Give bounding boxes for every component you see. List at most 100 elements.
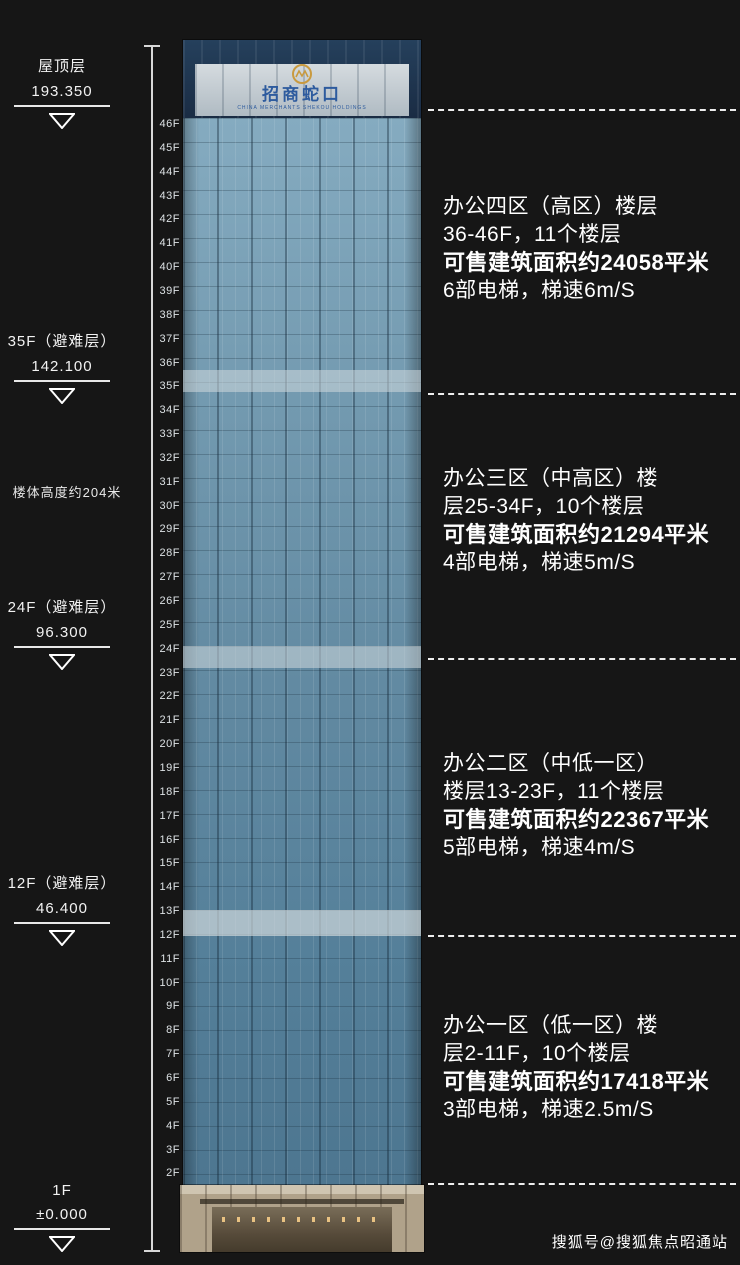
- floor-label: 24F: [159, 642, 180, 655]
- floor-label: 30F: [159, 499, 180, 512]
- floor-label: 6F: [166, 1072, 180, 1084]
- zone-line: 楼层13-23F，11个楼层: [443, 780, 665, 803]
- zone-divider-line: [428, 658, 736, 660]
- floor-label: 5F: [166, 1095, 180, 1108]
- floor-label: 14F: [159, 881, 180, 894]
- zone-line: 层25-34F，10个楼层: [443, 495, 645, 518]
- refuge-floor-band-24f: [183, 646, 421, 668]
- floor-label: 16F: [159, 833, 180, 846]
- floor-label: 3F: [166, 1143, 180, 1156]
- floor-label: 42F: [159, 213, 180, 226]
- zone-elevator-line: 6部电梯，梯速6m/S: [443, 279, 636, 302]
- down-arrow-icon: [49, 113, 75, 129]
- logo-text: 招商蛇口: [262, 85, 342, 104]
- zone-line: 办公一区（低一区）楼: [443, 1014, 658, 1037]
- marker-underline: [14, 646, 110, 648]
- down-arrow-icon: [49, 654, 75, 670]
- floor-label: 20F: [159, 738, 180, 751]
- zone-description-mid-high: 办公三区（中高区）楼 层25-34F，10个楼层 可售建筑面积约21294平米 …: [443, 465, 739, 577]
- floor-label: 44F: [159, 165, 180, 178]
- building-entrance: [212, 1207, 392, 1252]
- down-arrow-icon: [49, 1236, 75, 1252]
- floor-label: 31F: [159, 475, 180, 488]
- floor-label: 28F: [159, 547, 180, 560]
- marker-underline: [14, 922, 110, 924]
- marker-label: 24F（避难层）: [7, 599, 117, 616]
- floor-label: 8F: [166, 1024, 180, 1037]
- floor-label: 17F: [159, 809, 180, 822]
- floor-label: 19F: [159, 761, 180, 774]
- floor-label: 22F: [159, 690, 180, 703]
- marker-roof: 屋顶层 193.350: [0, 55, 124, 129]
- zone-line: 办公二区（中低一区）: [443, 752, 658, 775]
- marker-35f: 35F（避难层） 142.100: [0, 330, 124, 404]
- floor-label: 2F: [166, 1167, 180, 1180]
- marker-label: 35F（避难层）: [7, 333, 117, 350]
- down-arrow-icon: [49, 930, 75, 946]
- marker-label: 屋顶层: [37, 58, 86, 75]
- floor-label: 33F: [159, 428, 180, 441]
- floor-label: 9F: [166, 1000, 180, 1013]
- zone-divider-line: [428, 935, 736, 937]
- floor-label: 25F: [159, 618, 180, 631]
- marker-underline: [14, 1228, 110, 1230]
- marker-value: 142.100: [31, 358, 93, 375]
- floor-label: 37F: [159, 332, 180, 345]
- floor-label: 39F: [159, 284, 180, 297]
- marker-label: 12F（避难层）: [7, 875, 117, 892]
- floor-label: 35F: [159, 380, 180, 393]
- floor-label: 45F: [159, 141, 180, 154]
- developer-logo: 招商蛇口 CHINA MERCHANTS SHEKOU HOLDINGS: [183, 63, 421, 111]
- zone-line: 办公四区（高区）楼层: [443, 195, 658, 218]
- floor-label: 36F: [159, 356, 180, 369]
- zone-area-line: 可售建筑面积约24058平米: [443, 250, 710, 275]
- floor-label: 7F: [166, 1048, 180, 1061]
- floor-label: 34F: [159, 404, 180, 417]
- zone-elevator-line: 5部电梯，梯速4m/S: [443, 836, 636, 859]
- zone-area-line: 可售建筑面积约21294平米: [443, 522, 710, 547]
- zone-line: 办公三区（中高区）楼: [443, 467, 658, 490]
- zone-divider-line: [428, 1183, 736, 1185]
- down-arrow-icon: [49, 388, 75, 404]
- floor-label: 4F: [166, 1119, 180, 1132]
- marker-underline: [14, 105, 110, 107]
- zone-area-line: 可售建筑面积约17418平米: [443, 1069, 710, 1094]
- marker-12f: 12F（避难层） 46.400: [0, 872, 124, 946]
- height-ruler: [144, 45, 160, 1252]
- watermark: 搜狐号@搜狐焦点昭通站: [551, 1234, 728, 1251]
- marker-label: 1F: [52, 1182, 72, 1199]
- zone-line: 层2-11F，10个楼层: [443, 1042, 631, 1065]
- floor-label: 40F: [159, 261, 180, 274]
- china-merchants-logo-icon: [292, 64, 312, 84]
- floor-label: 23F: [159, 666, 180, 679]
- logo-band: [195, 64, 409, 116]
- marker-1f: 1F ±0.000: [0, 1182, 124, 1252]
- entrance-lights: [222, 1217, 382, 1222]
- floor-label: 41F: [159, 237, 180, 250]
- refuge-floor-band-12f: [183, 910, 421, 936]
- floor-label: 38F: [159, 308, 180, 321]
- floor-label: 11F: [160, 952, 180, 965]
- floor-label: 21F: [159, 714, 180, 727]
- floor-label: 29F: [159, 523, 180, 536]
- building-illustration: 招商蛇口 CHINA MERCHANTS SHEKOU HOLDINGS: [183, 40, 421, 1185]
- building-podium: [180, 1185, 424, 1252]
- floor-label: 12F: [159, 928, 180, 941]
- marker-value: ±0.000: [36, 1206, 88, 1223]
- zone-description-low: 办公一区（低一区）楼 层2-11F，10个楼层 可售建筑面积约17418平米 3…: [443, 1012, 739, 1124]
- zone-description-high: 办公四区（高区）楼层 36-46F，11个楼层 可售建筑面积约24058平米 6…: [443, 193, 739, 305]
- floor-label: 43F: [159, 189, 180, 202]
- refuge-floor-band-35f: [183, 370, 421, 392]
- floor-label: 10F: [159, 976, 180, 989]
- marker-underline: [14, 380, 110, 382]
- marker-value: 193.350: [31, 83, 93, 100]
- floor-label: 46F: [159, 118, 180, 130]
- building-height-note: 楼体高度约204米: [12, 485, 122, 500]
- building-crown: 招商蛇口 CHINA MERCHANTS SHEKOU HOLDINGS: [183, 40, 421, 118]
- zone-elevator-line: 3部电梯，梯速2.5m/S: [443, 1098, 654, 1121]
- floor-label: 18F: [159, 785, 180, 798]
- floor-label: 15F: [159, 857, 180, 870]
- floor-label: 13F: [159, 905, 180, 918]
- zone-area-line: 可售建筑面积约22367平米: [443, 807, 710, 832]
- floor-label: 32F: [159, 451, 180, 464]
